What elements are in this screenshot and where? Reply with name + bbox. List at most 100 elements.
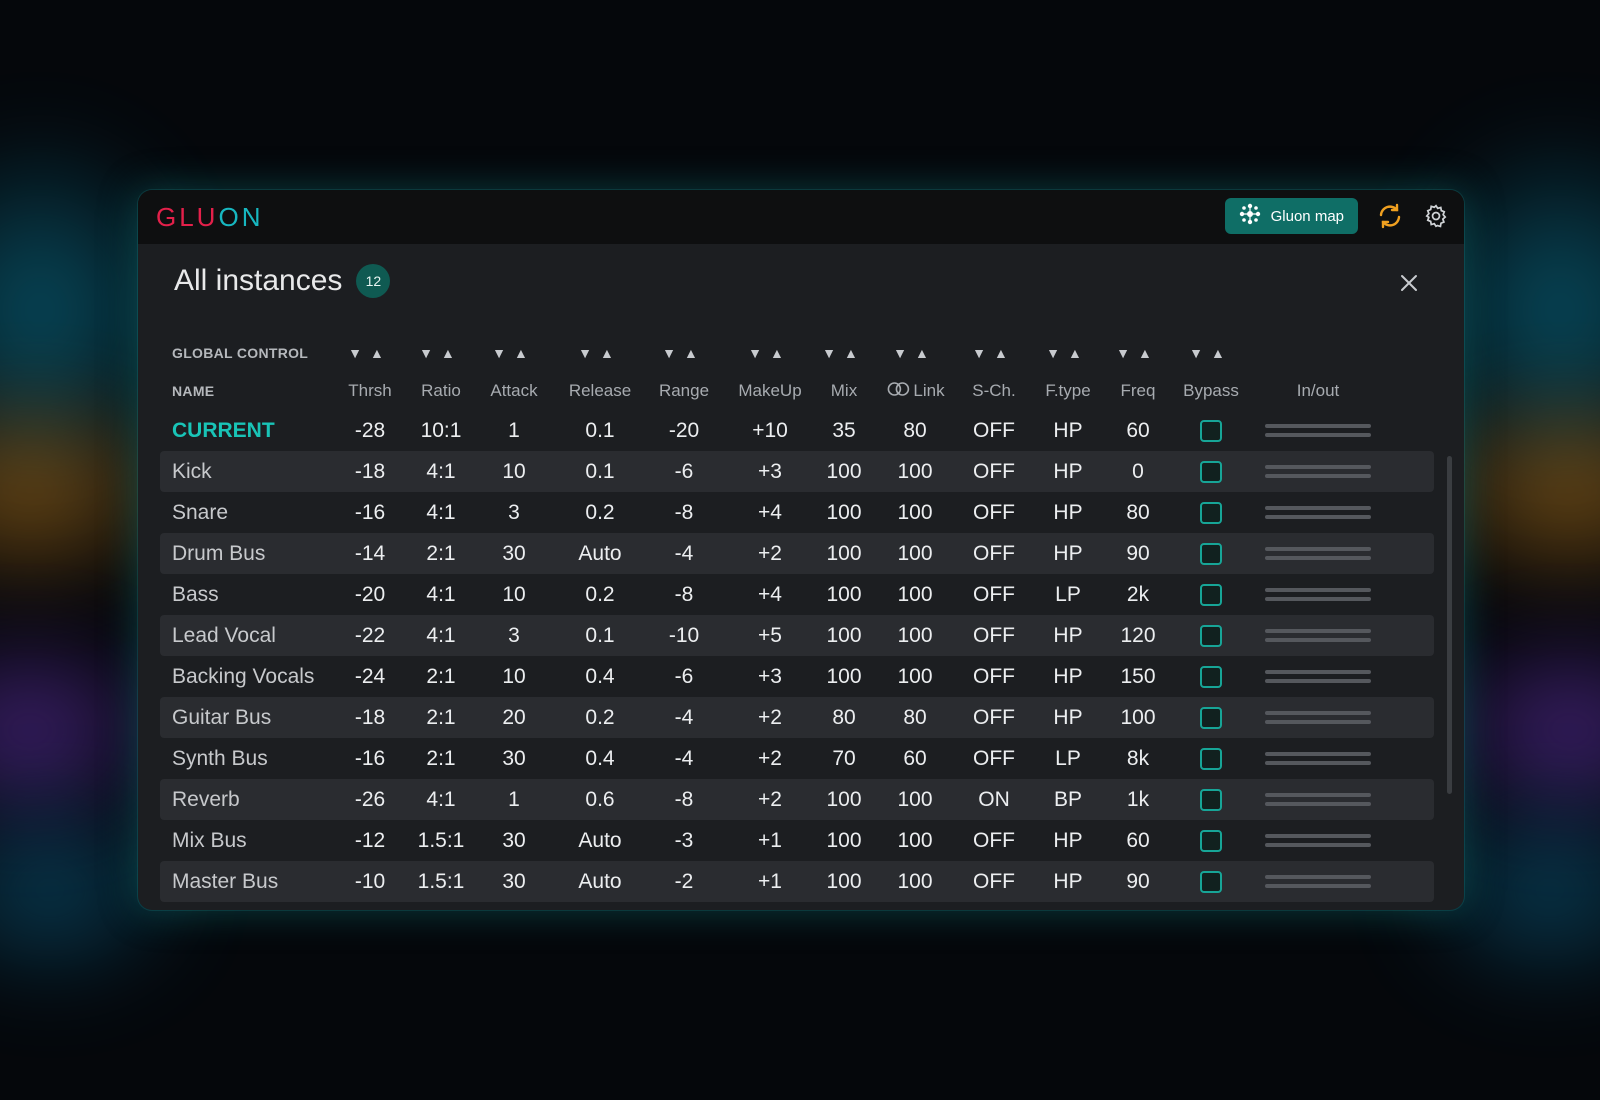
cell-thrsh[interactable]: -14 xyxy=(354,541,386,565)
cell-link[interactable]: 100 xyxy=(897,623,933,647)
cell-mix[interactable]: 100 xyxy=(826,623,862,647)
cell-release[interactable]: 0.2 xyxy=(585,582,615,606)
cell-release[interactable]: Auto xyxy=(578,828,622,852)
cell-thrsh[interactable]: -10 xyxy=(354,869,386,893)
cell-range[interactable]: -4 xyxy=(674,541,694,565)
cell-freq[interactable]: 60 xyxy=(1126,418,1150,442)
cell-thrsh[interactable]: -26 xyxy=(354,787,386,811)
cell-sch[interactable]: OFF xyxy=(973,418,1015,442)
cell-release[interactable]: Auto xyxy=(578,541,622,565)
global-ftype-arrows[interactable]: ▼▲ xyxy=(1046,345,1090,361)
cell-mix[interactable]: 100 xyxy=(826,664,862,688)
global-makeup-arrows[interactable]: ▼▲ xyxy=(748,345,792,361)
cell-freq[interactable]: 80 xyxy=(1126,500,1150,524)
cell-range[interactable]: -10 xyxy=(668,623,700,647)
cell-freq[interactable]: 150 xyxy=(1120,664,1156,688)
cell-freq[interactable]: 1k xyxy=(1126,787,1150,811)
cell-ratio[interactable]: 4:1 xyxy=(426,582,456,606)
column-header-ftype[interactable]: F.type xyxy=(1045,381,1091,400)
close-icon[interactable] xyxy=(1398,272,1420,294)
cell-ftype[interactable]: HP xyxy=(1053,705,1083,729)
cell-freq[interactable]: 60 xyxy=(1126,828,1150,852)
column-header-ratio[interactable]: Ratio xyxy=(421,381,461,400)
cell-ftype[interactable]: HP xyxy=(1053,500,1083,524)
cell-range[interactable]: -6 xyxy=(674,664,694,688)
cell-attack[interactable]: 20 xyxy=(502,705,526,729)
bypass-checkbox[interactable] xyxy=(1200,747,1222,770)
cell-attack[interactable]: 1 xyxy=(508,787,520,811)
column-header-makeup[interactable]: MakeUp xyxy=(738,381,802,400)
cell-mix[interactable]: 100 xyxy=(826,869,862,893)
cell-sch[interactable]: OFF xyxy=(973,746,1015,770)
cell-freq[interactable]: 0 xyxy=(1132,459,1144,483)
cell-makeup[interactable]: +2 xyxy=(758,541,782,565)
table-row[interactable]: Backing Vocals -24 2:1 10 0.4 -6 +3 100 100 OFF HP… xyxy=(160,656,1434,697)
cell-makeup[interactable]: +2 xyxy=(758,746,782,770)
cell-range[interactable]: -3 xyxy=(674,828,694,852)
cell-link[interactable]: 100 xyxy=(897,828,933,852)
table-row[interactable]: Guitar Bus -18 2:1 20 0.2 -4 +2 80 80 OFF HP 100 xyxy=(160,697,1434,738)
cell-thrsh[interactable]: -18 xyxy=(354,459,386,483)
cell-sch[interactable]: OFF xyxy=(973,541,1015,565)
cell-sch[interactable]: OFF xyxy=(973,582,1015,606)
global-link-arrows[interactable]: ▼▲ xyxy=(893,345,937,361)
cell-release[interactable]: 0.2 xyxy=(585,500,615,524)
cell-mix[interactable]: 100 xyxy=(826,500,862,524)
cell-makeup[interactable]: +4 xyxy=(758,500,782,524)
cell-link[interactable]: 100 xyxy=(897,582,933,606)
cell-makeup[interactable]: +4 xyxy=(758,582,782,606)
cell-ftype[interactable]: HP xyxy=(1053,828,1083,852)
cell-mix[interactable]: 100 xyxy=(826,787,862,811)
bypass-checkbox[interactable] xyxy=(1200,542,1222,565)
cell-mix[interactable]: 80 xyxy=(832,705,856,729)
cell-release[interactable]: Auto xyxy=(578,869,622,893)
sync-icon[interactable] xyxy=(1376,202,1404,230)
cell-release[interactable]: 0.1 xyxy=(585,623,615,647)
cell-sch[interactable]: OFF xyxy=(973,705,1015,729)
column-header-link[interactable]: Link xyxy=(885,372,945,410)
cell-thrsh[interactable]: -24 xyxy=(354,664,386,688)
table-row[interactable]: Kick -18 4:1 10 0.1 -6 +3 100 100 OFF HP 0 xyxy=(160,451,1434,492)
global-bypass-arrows[interactable]: ▼▲ xyxy=(1189,345,1233,361)
bypass-checkbox[interactable] xyxy=(1200,583,1222,606)
cell-thrsh[interactable]: -18 xyxy=(354,705,386,729)
cell-release[interactable]: 0.1 xyxy=(585,418,615,442)
bypass-checkbox[interactable] xyxy=(1200,501,1222,524)
cell-ftype[interactable]: HP xyxy=(1053,664,1083,688)
cell-link[interactable]: 80 xyxy=(903,418,927,442)
column-header-thrsh[interactable]: Thrsh xyxy=(348,381,392,400)
cell-thrsh[interactable]: -28 xyxy=(354,418,386,442)
cell-link[interactable]: 100 xyxy=(897,541,933,565)
cell-range[interactable]: -4 xyxy=(674,705,694,729)
cell-link[interactable]: 80 xyxy=(903,705,927,729)
cell-mix[interactable]: 100 xyxy=(826,828,862,852)
cell-link[interactable]: 100 xyxy=(897,500,933,524)
table-row[interactable]: Mix Bus -12 1.5:1 30 Auto -3 +1 100 100 OFF HP 60 xyxy=(160,820,1434,861)
cell-range[interactable]: -6 xyxy=(674,459,694,483)
table-row[interactable]: Drum Bus -14 2:1 30 Auto -4 +2 100 100 OFF HP 90 xyxy=(160,533,1434,574)
column-header-sch[interactable]: S-Ch. xyxy=(972,381,1016,400)
cell-freq[interactable]: 90 xyxy=(1126,541,1150,565)
global-freq-arrows[interactable]: ▼▲ xyxy=(1116,345,1160,361)
cell-range[interactable]: -4 xyxy=(674,746,694,770)
cell-mix[interactable]: 100 xyxy=(826,459,862,483)
global-ratio-arrows[interactable]: ▼▲ xyxy=(419,345,463,361)
column-header-range[interactable]: Range xyxy=(658,381,710,400)
cell-link[interactable]: 100 xyxy=(897,787,933,811)
cell-sch[interactable]: OFF xyxy=(973,623,1015,647)
bypass-checkbox[interactable] xyxy=(1200,829,1222,852)
cell-mix[interactable]: 35 xyxy=(832,418,856,442)
cell-release[interactable]: 0.6 xyxy=(585,787,615,811)
bypass-checkbox[interactable] xyxy=(1200,870,1222,893)
column-header-inout[interactable]: In/out xyxy=(1296,381,1340,400)
cell-mix[interactable]: 100 xyxy=(826,582,862,606)
cell-ratio[interactable]: 2:1 xyxy=(426,705,456,729)
gear-icon[interactable] xyxy=(1422,202,1450,230)
cell-ftype[interactable]: HP xyxy=(1053,869,1083,893)
cell-sch[interactable]: OFF xyxy=(973,664,1015,688)
table-row[interactable]: Reverb -26 4:1 1 0.6 -8 +2 100 100 ON BP 1k xyxy=(160,779,1434,820)
global-release-arrows[interactable]: ▼▲ xyxy=(578,345,622,361)
cell-thrsh[interactable]: -12 xyxy=(354,828,386,852)
bypass-checkbox[interactable] xyxy=(1200,419,1222,442)
column-header-freq[interactable]: Freq xyxy=(1120,381,1156,400)
